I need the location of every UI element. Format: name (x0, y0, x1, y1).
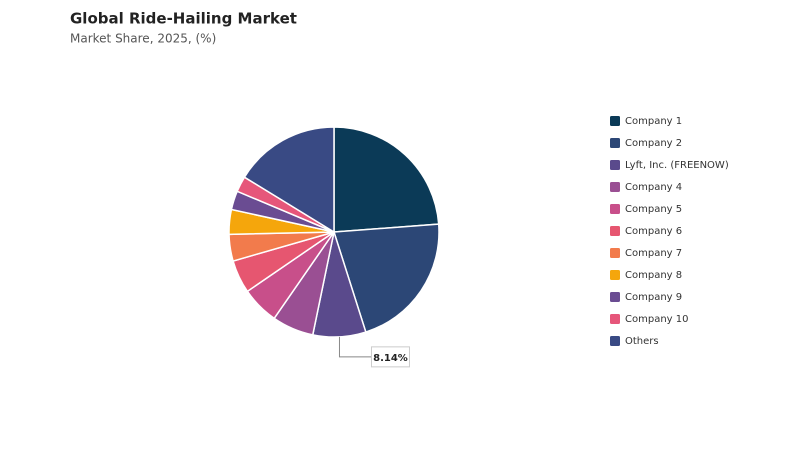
chart-subtitle: Market Share, 2025, (%) (70, 32, 216, 46)
pie-slice (332, 223, 440, 334)
value-label: 8.14% (373, 353, 408, 364)
value-label-box (370, 346, 410, 368)
legend-swatch (610, 160, 620, 170)
leader-line (338, 336, 372, 358)
legend-label: Company 10 (625, 314, 688, 325)
legend-swatch (610, 314, 620, 324)
legend-swatch (610, 138, 620, 148)
legend-label: Company 6 (625, 226, 682, 237)
legend-swatch (610, 182, 620, 192)
legend-label: Company 9 (625, 292, 682, 303)
chart-title: Global Ride-Hailing Market (70, 10, 297, 28)
legend-swatch (610, 204, 620, 214)
legend-label: Others (625, 336, 659, 347)
pie-slice (333, 126, 440, 233)
legend-swatch (610, 248, 620, 258)
legend-swatch (610, 292, 620, 302)
legend-swatch (610, 336, 620, 346)
legend-label: Company 5 (625, 204, 682, 215)
pie-slice (243, 126, 335, 234)
legend-label: Company 4 (625, 182, 682, 193)
legend-label: Lyft, Inc. (FREENOW) (625, 160, 729, 171)
legend-swatch (610, 116, 620, 126)
legend-label: Company 7 (625, 248, 682, 259)
legend-swatch (610, 226, 620, 236)
legend-label: Company 1 (625, 116, 682, 127)
legend-label: Company 2 (625, 138, 682, 149)
legend-swatch (610, 270, 620, 280)
legend-label: Company 8 (625, 270, 682, 281)
